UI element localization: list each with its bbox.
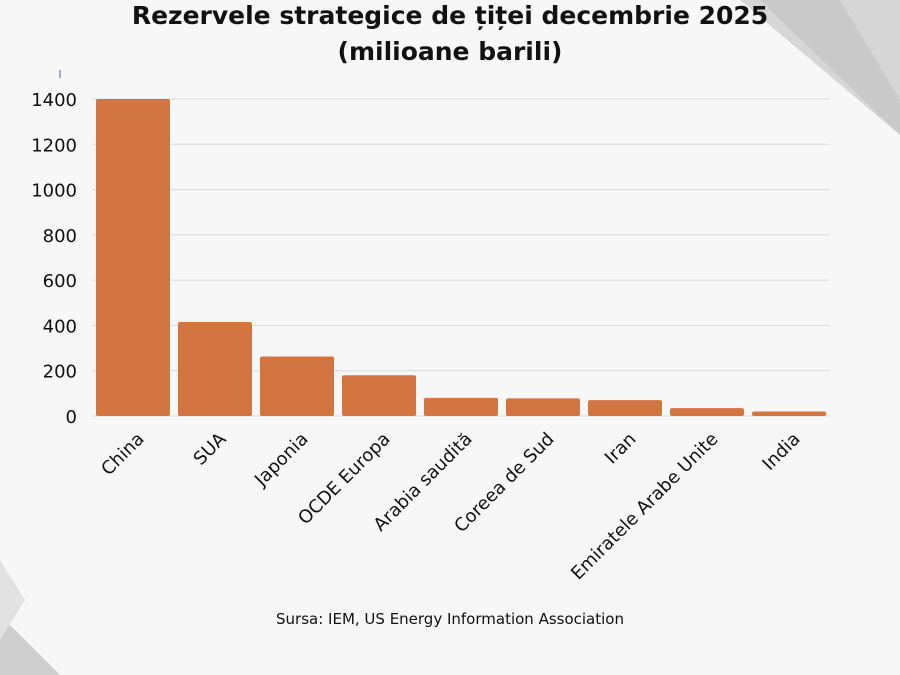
bar — [506, 398, 580, 416]
bar — [424, 397, 498, 416]
x-tick-label: SUA — [190, 428, 231, 469]
x-tick-label: Iran — [601, 429, 641, 469]
bar — [178, 322, 252, 416]
bar — [670, 408, 744, 416]
bar — [588, 400, 662, 416]
source-note: Sursa: IEM, US Energy Information Associ… — [276, 610, 624, 628]
bar — [752, 411, 826, 416]
chart-title: Rezervele strategice de țiței decembrie … — [131, 1, 769, 30]
y-axis-ticks: 0 200 400 600 800 1000 1200 1400 — [31, 90, 77, 428]
bar — [96, 99, 170, 416]
y-tick-label: 800 — [43, 226, 77, 247]
bar — [342, 375, 416, 416]
x-tick-label: Japonia — [250, 429, 312, 491]
x-tick-label: Emiratele Arabe Unite — [567, 429, 723, 585]
x-tick-label: India — [758, 429, 804, 475]
chart-subtitle: (milioane barili) — [337, 37, 563, 66]
y-tick-label: 1000 — [31, 181, 77, 202]
x-tick-label: China — [97, 429, 148, 480]
y-tick-label: 600 — [43, 271, 77, 292]
y-tick-label: 200 — [43, 362, 77, 383]
bars — [96, 99, 826, 416]
y-tick-label: 0 — [66, 407, 77, 428]
bar — [260, 356, 334, 416]
y-tick-label: 400 — [43, 316, 77, 337]
y-tick-label: 1400 — [31, 90, 77, 111]
y-tick-label: 1200 — [31, 135, 77, 156]
